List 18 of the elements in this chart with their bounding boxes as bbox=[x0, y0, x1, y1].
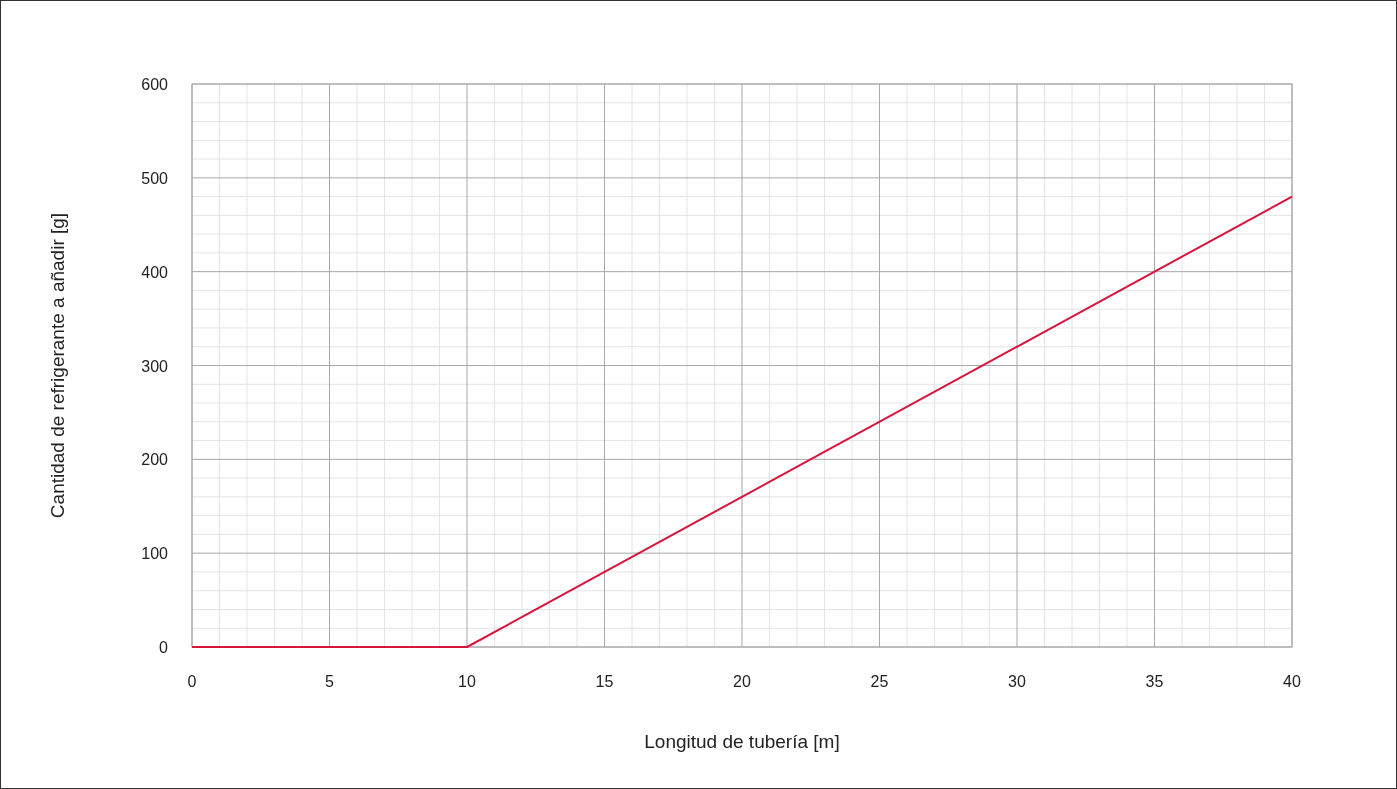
x-axis-title: Longitud de tubería [m] bbox=[644, 731, 840, 752]
x-tick-label: 40 bbox=[1283, 673, 1301, 690]
y-tick-label: 500 bbox=[141, 169, 169, 187]
y-tick-label: 200 bbox=[141, 451, 169, 469]
x-tick-label: 15 bbox=[595, 673, 614, 690]
x-tick-label: 10 bbox=[458, 673, 476, 690]
y-tick-label: 100 bbox=[141, 545, 169, 563]
x-tick-label: 25 bbox=[870, 673, 889, 690]
x-tick-label: 0 bbox=[187, 673, 197, 690]
y-tick-label: 600 bbox=[141, 76, 169, 93]
y-tick-label: 400 bbox=[141, 263, 169, 281]
x-tick-label: 35 bbox=[1145, 673, 1164, 690]
x-tick-label: 20 bbox=[733, 673, 751, 690]
y-tick-label: 0 bbox=[159, 639, 169, 656]
y-axis-title: Cantidad de refrigerante a añadir [g] bbox=[47, 212, 68, 519]
x-tick-label: 5 bbox=[325, 673, 335, 690]
x-tick-label: 30 bbox=[1008, 673, 1026, 690]
y-tick-label: 300 bbox=[141, 357, 169, 375]
